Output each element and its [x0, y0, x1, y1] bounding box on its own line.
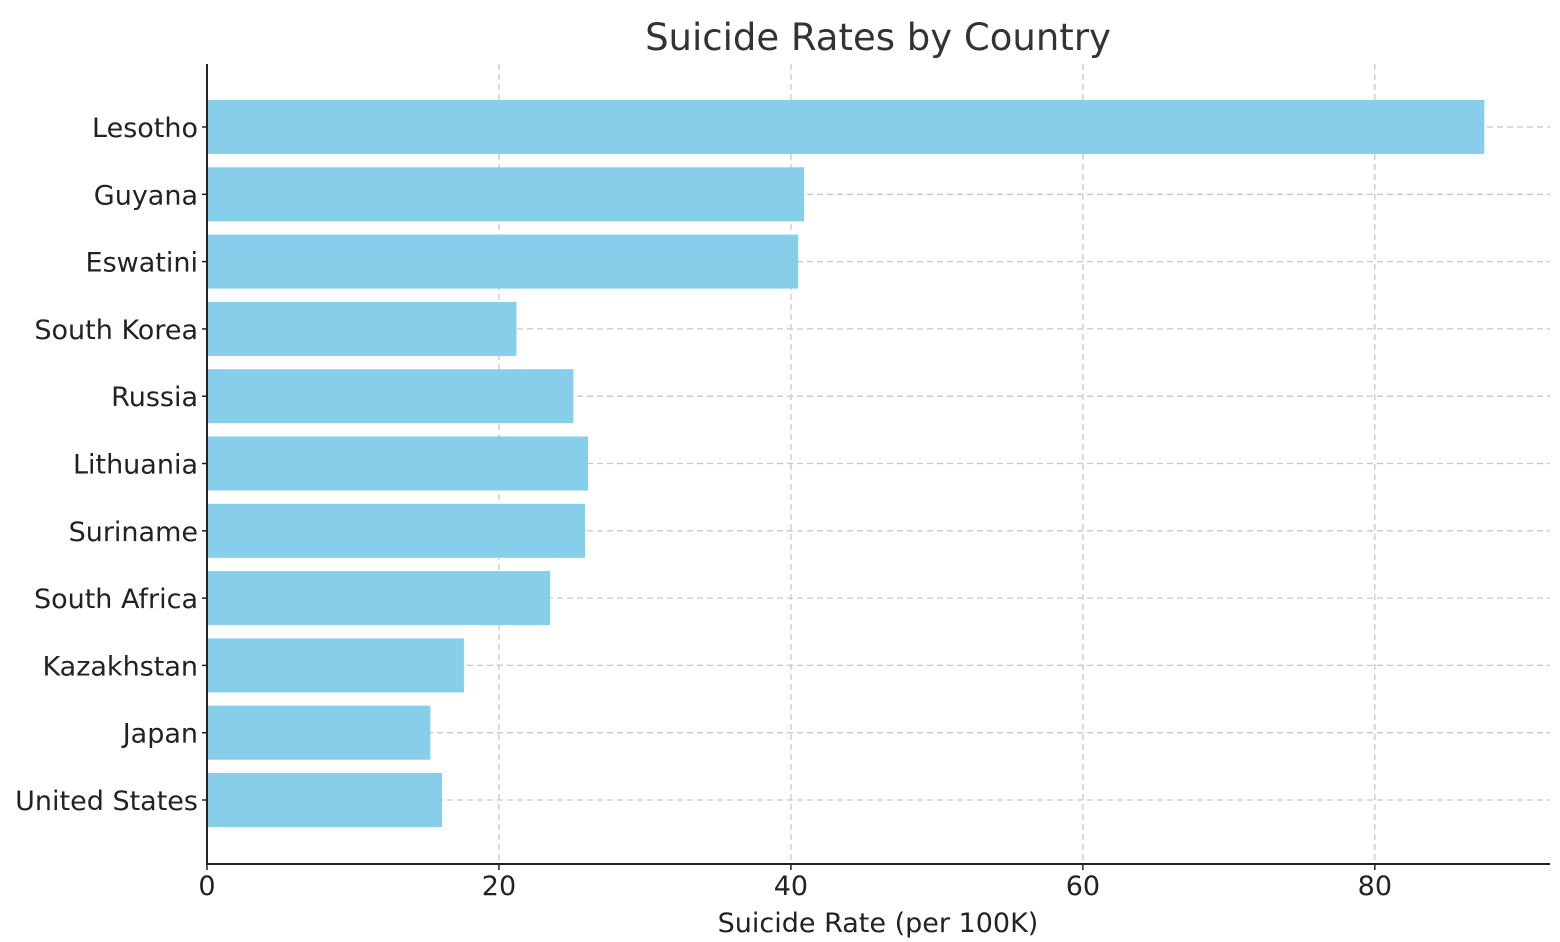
bar	[207, 436, 589, 491]
bar	[207, 167, 805, 222]
y-tick-label: Japan	[121, 719, 198, 750]
bars	[207, 100, 1485, 827]
bar	[207, 571, 551, 626]
y-tick-label: Guyana	[94, 180, 198, 211]
bar	[207, 100, 1485, 154]
y-tick-label: Kazakhstan	[42, 651, 198, 682]
x-axis-label: Suicide Rate (per 100K)	[718, 908, 1039, 939]
x-tick-label: 60	[1066, 871, 1100, 902]
bar	[207, 773, 443, 827]
bar	[207, 301, 517, 356]
x-tick-label: 40	[774, 871, 808, 902]
x-tick-label: 20	[482, 871, 516, 902]
y-tick-label: Eswatini	[86, 248, 198, 279]
y-tick-label: South Africa	[34, 584, 198, 615]
bar	[207, 503, 586, 558]
y-tick-label: Lesotho	[92, 113, 198, 144]
chart-title: Suicide Rates by Country	[645, 16, 1111, 59]
axes: Lesotho Guyana Eswatini South Korea Russia Li…	[15, 64, 1550, 902]
y-tick-label: South Korea	[34, 315, 198, 346]
bar	[207, 638, 464, 693]
y-tick-label: Russia	[111, 382, 198, 413]
y-tick-label: Lithuania	[73, 450, 198, 481]
bar	[207, 369, 574, 424]
y-tick-label: United States	[15, 786, 198, 817]
x-tick-label: 0	[198, 871, 215, 902]
bar	[207, 705, 431, 760]
bar	[207, 234, 799, 289]
y-tick-label: Suriname	[69, 517, 198, 548]
x-tick-label: 80	[1358, 871, 1392, 902]
